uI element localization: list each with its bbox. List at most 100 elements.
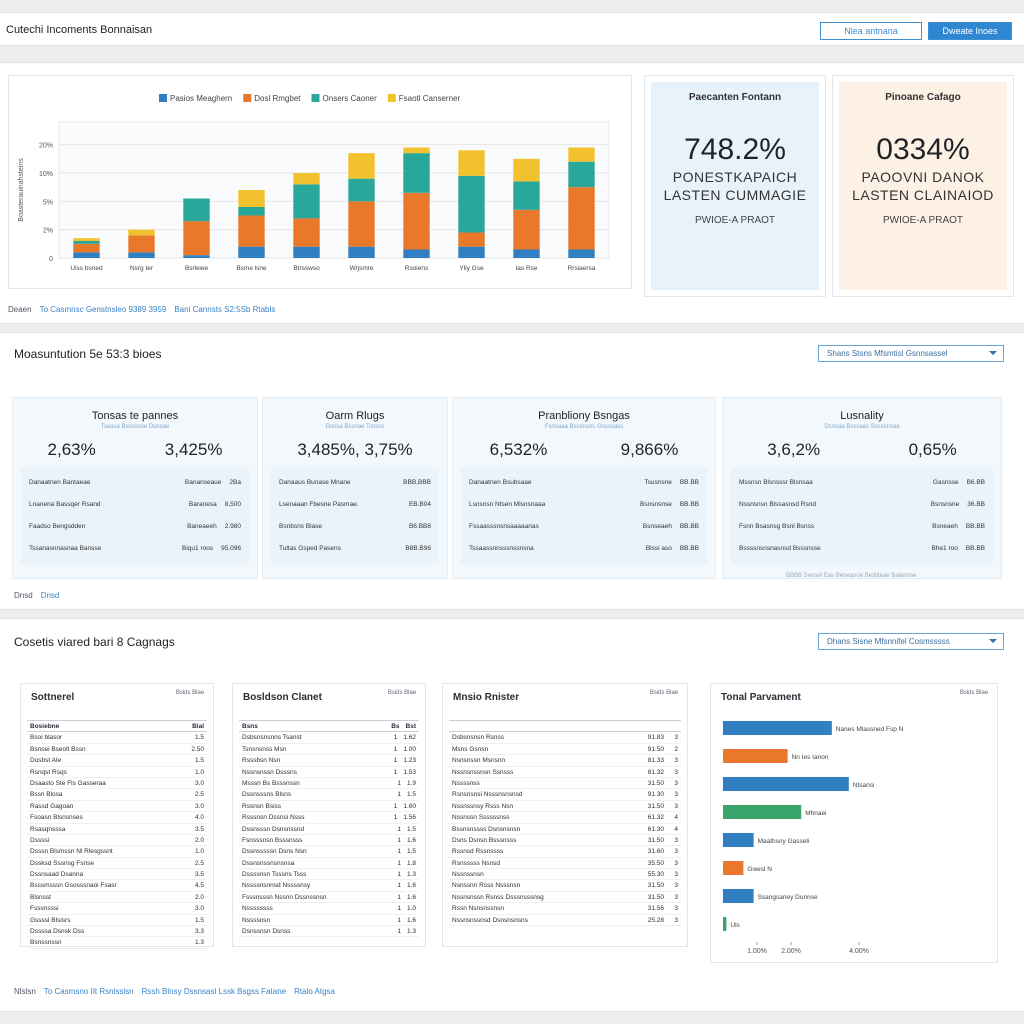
table-cell: 1: [397, 916, 401, 924]
table-cell: 1.62: [403, 734, 416, 742]
table-cell: 3: [674, 848, 678, 856]
footer-link: Nlslsn: [14, 987, 36, 996]
table-cell: 4: [674, 825, 678, 833]
kpi-title: Paecanten Fontann: [688, 92, 782, 103]
table-cell: Gasnsse: [932, 479, 959, 486]
footnote: BBBB Sensel Eas Beneanoe Bestiteae Balen…: [786, 573, 917, 579]
table-row: Fsssnsssi 3.0: [27, 903, 207, 915]
table-row: Gssssl Blsisrs 1.5: [27, 915, 207, 927]
table-cell: 3: [674, 768, 678, 776]
metric-card: Tonsas te pannes Tseasa Bsnsssse Dsnsae 2,…: [12, 397, 258, 579]
table-row: Mssnsn Blsnsssr Blsnsaa Gasnsse B6.BB: [735, 472, 989, 494]
table-cell: 2Ba: [229, 479, 241, 486]
table-cell: 81.32: [647, 768, 664, 776]
overview-panel: 0 2% 5% 10% 20% Boasterauinahsteins Uiss bsned…: [0, 62, 1024, 324]
bar-segment: [458, 246, 485, 258]
table-cell: Nssnssn Ssssssnss: [452, 814, 510, 822]
bar: [723, 861, 744, 875]
table-row: Bsnsei Bseolt Bssn 2.50: [27, 744, 207, 756]
button[interactable]: Dweate Inoes: [928, 22, 1012, 40]
table-cell: BBB,BBB: [403, 479, 431, 486]
bar-segment: [293, 173, 320, 185]
dropdown[interactable]: Dhans Sisne Mfsnnifel Cosmsssss: [818, 633, 1004, 650]
card-subtitle: Tseasa Bsnsssse Dsnsae: [100, 424, 170, 430]
bar-segment: [513, 249, 540, 258]
table-cell: Bsoi blasor: [30, 734, 63, 742]
bar-segment: [183, 198, 210, 222]
table-cell: Bssn Blosa: [30, 791, 63, 799]
table-row: Bssnsnssss Dsnsnsnsn 61.30 4: [449, 824, 681, 835]
table-cell: 31.50: [647, 882, 664, 890]
table-cell: 2.5: [194, 859, 204, 867]
table-cell: Bananseaue: [184, 479, 222, 486]
bar-label: Uls: [730, 922, 740, 929]
kpi-value: 6,532%: [489, 440, 548, 459]
footer-link[interactable]: Dnsd: [40, 591, 60, 600]
button[interactable]: Nlea antnana: [820, 22, 922, 40]
table-row: Dssksd Sssnsg Fsnse 2.5: [27, 858, 207, 870]
kpi-card: Pinoane Cafago 0334% PAOOVNI DANOK LASTEN C…: [832, 75, 1014, 297]
legend-swatch: [159, 94, 167, 102]
table-row: Bsnbsns Blase B6.BB8: [275, 516, 435, 538]
table-cell: BB.BB: [965, 523, 985, 530]
bar-label: Nn Ies Ianon: [792, 754, 829, 761]
table-cell: 3.0: [194, 779, 204, 787]
x-tick-label: Wrjsmre: [349, 265, 373, 272]
table-cell: 3: [674, 893, 678, 901]
table-cell: 1.23: [403, 757, 416, 765]
x-tick-label: Rsoiens: [405, 265, 429, 272]
table-row: Rsasqnsssa 3.5: [27, 824, 207, 835]
bar-segment: [73, 241, 100, 244]
bar-segment: [128, 229, 155, 236]
kpi-title: Pinoane Cafago: [885, 92, 961, 103]
footer-link[interactable]: To Casmsno IIt Rsnlsslsn: [43, 987, 134, 996]
menu[interactable]: Bsids Blae: [387, 690, 417, 696]
footer-link: Deaen: [8, 305, 32, 314]
table-cell: Dssnsssssn Dsns Nsn: [242, 848, 307, 856]
header-cell: [449, 721, 653, 731]
table-cell: Blsnsst: [30, 893, 51, 901]
table-cell: Mssnsn Blsnsssr Blsnsaa: [739, 479, 813, 486]
table-cell: B6.BB: [966, 479, 985, 486]
table-row: Dssnsssssn Dsns Nsn 1 1.5: [239, 846, 419, 858]
table-header: Bsns Bs Bst: [239, 721, 419, 733]
chart-card: 0 2% 5% 10% 20% Boasterauinahsteins Uiss bsned…: [8, 75, 632, 289]
bar-segment: [568, 249, 595, 258]
table-cell: Bsnssnssn: [30, 939, 62, 947]
menu[interactable]: Bsids Blae: [649, 690, 679, 696]
x-tick-label: 4.00%: [849, 948, 869, 955]
table-cell: 31.60: [647, 848, 664, 856]
table-cell: Dssnsssns Blsns: [242, 791, 292, 799]
table-row: Nssnsnssnsd Dsnsnsnsns 25.28 3: [449, 915, 681, 927]
bar-segment: [348, 153, 375, 179]
bar-segment: [293, 246, 320, 258]
bar-segment: [513, 158, 540, 182]
table-cell: 1.60: [403, 802, 416, 810]
kpi-row: 3,485%, 3,75%: [263, 440, 447, 460]
table-cell: 25.28: [647, 916, 664, 924]
table-cell: Dsnssnsn Dsnss: [242, 928, 291, 936]
table-cell: 3: [674, 859, 678, 867]
table-row: Dsns Dsnsn Bsssnsss 31.50 3: [449, 835, 681, 847]
footer-link[interactable]: Rssh Blnsy Dssnsasl Lssk Bsgss Fatane: [141, 987, 287, 996]
table-cell: Nssnssnsy Rsss Nsn: [452, 802, 514, 810]
table-cell: Fssaasssnsnsaaaaanas: [469, 523, 539, 530]
stacked-bar-chart: 0 2% 5% 10% 20% Boasterauinahsteins Uiss bsned…: [18, 94, 610, 272]
menu[interactable]: Bsids Blae: [959, 690, 989, 696]
card-title: Lusnality: [840, 410, 884, 422]
footer-link[interactable]: Rtalo Atgsa: [294, 987, 336, 996]
menu[interactable]: Bsids Blae: [175, 690, 205, 696]
footer-link[interactable]: To Casmnsc Genstnsleo 9389 3959: [39, 305, 167, 314]
table-row: Dssssa Dsnsk Dss 3.3: [27, 926, 207, 938]
x-tick-label: Ias Rse: [515, 265, 537, 272]
table-cell: Rssn Nsnsnssnsn: [452, 905, 505, 913]
table-cell: Tsnsnsnss Msn: [242, 745, 287, 753]
footer-link[interactable]: Bani Cannsts S2:5Sb Rtabls: [174, 305, 276, 314]
table-cell: Rsnsssss Nsnsd: [452, 859, 501, 867]
table-cell: 3: [674, 905, 678, 913]
table-cell: 1.5: [194, 734, 204, 742]
bar: [723, 749, 788, 763]
table-cell: Lsenaaan Fbesne Pasmae.: [279, 501, 359, 508]
table-cell: 1.3: [194, 939, 204, 947]
dropdown[interactable]: Shans Stsns Mfsmtisl Gsnnsassel: [818, 345, 1004, 362]
